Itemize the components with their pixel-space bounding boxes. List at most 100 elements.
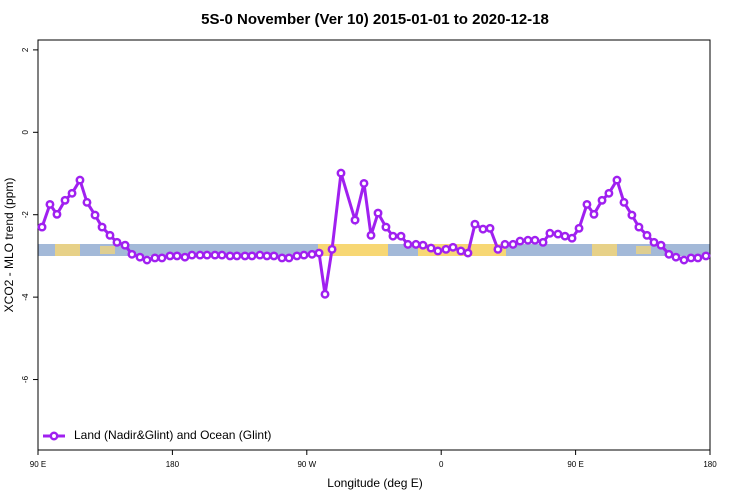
data-point bbox=[470, 219, 480, 229]
y-tick-label: -4 bbox=[21, 293, 30, 301]
data-point bbox=[582, 199, 592, 209]
data-point bbox=[284, 253, 294, 263]
data-point bbox=[403, 239, 413, 249]
data-point bbox=[314, 248, 324, 258]
data-point bbox=[67, 188, 77, 198]
y-axis-label: XCO2 - MLO trend (ppm) bbox=[2, 178, 16, 313]
data-point bbox=[649, 237, 659, 247]
data-point bbox=[172, 251, 182, 261]
data-point bbox=[202, 250, 212, 260]
data-point bbox=[165, 251, 175, 261]
data-point bbox=[90, 210, 100, 220]
x-axis-label: Longitude (deg E) bbox=[327, 476, 422, 490]
data-point bbox=[112, 237, 122, 247]
data-point bbox=[560, 231, 570, 241]
data-point bbox=[515, 236, 525, 246]
data-point bbox=[656, 240, 666, 250]
plot-frame bbox=[37, 39, 711, 451]
data-point bbox=[350, 215, 360, 225]
chart-title: 5S-0 November (Ver 10) 2015-01-01 to 202… bbox=[201, 11, 549, 28]
data-point bbox=[157, 253, 167, 263]
data-point bbox=[366, 230, 376, 240]
data-point bbox=[37, 222, 47, 232]
data-point bbox=[478, 224, 488, 234]
data-point bbox=[195, 250, 205, 260]
data-point bbox=[269, 251, 279, 261]
legend-label: Land (Nadir&Glint) and Ocean (Glint) bbox=[74, 428, 271, 442]
data-point bbox=[701, 251, 711, 261]
data-point bbox=[671, 252, 681, 262]
y-tick-label: 2 bbox=[21, 47, 30, 52]
data-point bbox=[693, 253, 703, 263]
data-point bbox=[396, 231, 406, 241]
data-point bbox=[120, 240, 130, 250]
data-point bbox=[135, 252, 145, 262]
data-point bbox=[463, 248, 473, 258]
data-point bbox=[612, 175, 622, 185]
data-point bbox=[508, 239, 518, 249]
data-point bbox=[82, 197, 92, 207]
x-tick-label: 90 E bbox=[30, 460, 46, 469]
data-point bbox=[619, 197, 629, 207]
data-point bbox=[418, 240, 428, 250]
data-point bbox=[604, 188, 614, 198]
data-point bbox=[359, 178, 369, 188]
x-tick-label: 90 E bbox=[567, 460, 583, 469]
data-point bbox=[225, 251, 235, 261]
data-point bbox=[679, 255, 689, 265]
data-point bbox=[441, 244, 451, 254]
data-point bbox=[553, 229, 563, 239]
data-point bbox=[642, 230, 652, 240]
data-point bbox=[485, 223, 495, 233]
data-point bbox=[327, 244, 337, 254]
data-point bbox=[105, 230, 115, 240]
data-point bbox=[426, 243, 436, 253]
data-point bbox=[45, 199, 55, 209]
data-point bbox=[320, 289, 330, 299]
data-point bbox=[277, 253, 287, 263]
data-point bbox=[217, 250, 227, 260]
data-point bbox=[388, 231, 398, 241]
y-tick-label: -2 bbox=[21, 211, 30, 219]
data-point bbox=[589, 209, 599, 219]
data-point bbox=[634, 222, 644, 232]
data-point bbox=[523, 235, 533, 245]
data-point bbox=[292, 251, 302, 261]
data-point bbox=[373, 208, 383, 218]
data-point bbox=[240, 251, 250, 261]
x-tick-label: 180 bbox=[166, 460, 180, 469]
data-point bbox=[255, 250, 265, 260]
data-point bbox=[210, 250, 220, 260]
data-point bbox=[232, 251, 242, 261]
data-point bbox=[627, 210, 637, 220]
data-point bbox=[381, 222, 391, 232]
data-point bbox=[75, 175, 85, 185]
data-point bbox=[433, 246, 443, 256]
data-point bbox=[448, 242, 458, 252]
data-point bbox=[127, 249, 137, 259]
data-point bbox=[307, 249, 317, 259]
data-point bbox=[456, 246, 466, 256]
y-tick-label: -6 bbox=[21, 375, 30, 383]
legend-marker bbox=[49, 431, 59, 441]
data-point bbox=[97, 222, 107, 232]
data-point bbox=[142, 255, 152, 265]
data-point bbox=[493, 244, 503, 254]
data-point bbox=[500, 239, 510, 249]
data-point bbox=[52, 209, 62, 219]
data-point bbox=[664, 249, 674, 259]
data-point bbox=[180, 252, 190, 262]
data-point bbox=[411, 239, 421, 249]
data-point bbox=[574, 223, 584, 233]
x-tick-label: 180 bbox=[703, 460, 717, 469]
x-tick-label: 90 W bbox=[297, 460, 316, 469]
y-tick-label: 0 bbox=[21, 130, 30, 135]
data-point bbox=[686, 253, 696, 263]
data-point bbox=[545, 228, 555, 238]
data-point bbox=[187, 250, 197, 260]
data-point bbox=[262, 251, 272, 261]
data-point bbox=[60, 195, 70, 205]
data-point bbox=[538, 237, 548, 247]
data-point bbox=[299, 250, 309, 260]
